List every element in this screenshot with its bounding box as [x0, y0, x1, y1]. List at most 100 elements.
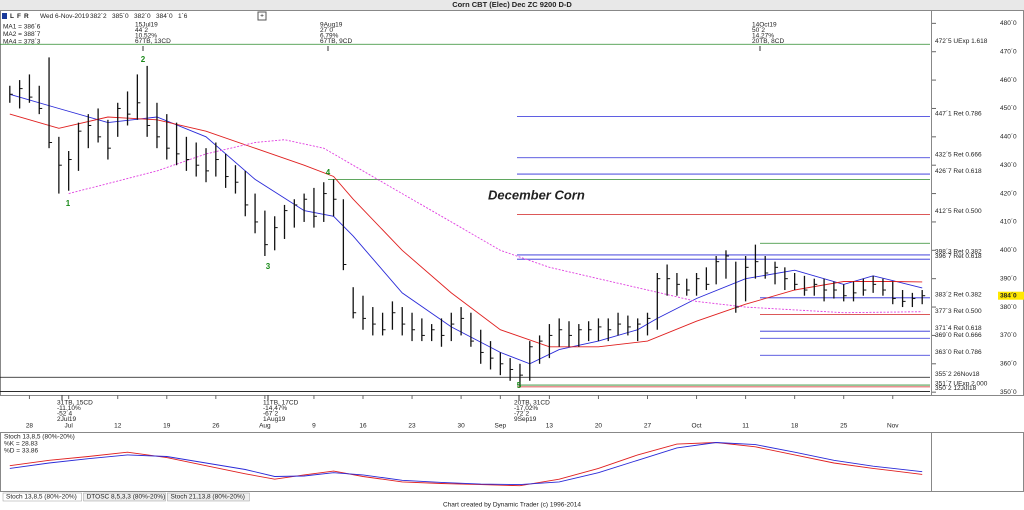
pivot-annotation: 11TB, 17CD	[263, 400, 299, 407]
pivot-annotation: 1Aug19	[263, 416, 286, 423]
pivot-annotation: -14.47%	[263, 405, 287, 412]
x-tick-label: 23	[408, 423, 416, 430]
level-label: 398´3 Ret 0.382	[935, 249, 982, 256]
y-tick-label: 350´0	[1000, 389, 1017, 396]
level-label: 383´2 Ret 0.382	[935, 292, 982, 299]
x-tick-label: 11	[742, 423, 749, 430]
x-tick-label: 25	[840, 423, 848, 430]
pivot-annotation: 6.79%	[320, 33, 339, 40]
header-low: 382´0	[134, 13, 151, 20]
wave-label: 1	[66, 199, 71, 208]
level-label: 472´5 UExp 1.618	[935, 38, 988, 45]
level-label: 363´0 Ret 0.786	[935, 349, 982, 356]
price-box	[998, 291, 1024, 300]
chart-title: Corn CBT (Elec) Dec ZC 9200 D-D	[452, 0, 572, 9]
price-axis	[931, 10, 1024, 396]
pivot-annotation: 20TB, 31CD	[514, 400, 550, 407]
chart-subtitle: December Corn	[488, 187, 585, 202]
x-tick-label: Oct	[691, 423, 701, 430]
level-label: 369´0 Ret 0.666	[935, 332, 982, 339]
x-tick-label: Aug	[259, 423, 271, 430]
stoch-title: Stoch 13,8,5 (80%-20%)	[4, 434, 75, 441]
y-tick-label: 450´0	[1000, 105, 1017, 112]
x-tick-label: Nov	[887, 423, 899, 430]
pivot-annotation: 14Oct19	[752, 22, 777, 29]
add-button[interactable]	[257, 11, 267, 21]
moving-average	[68, 139, 923, 314]
pivot-annotation: -52´4	[57, 411, 73, 418]
panel-tab-label[interactable]: DTOSC 8,5,3,3 (80%-20%)	[87, 494, 166, 501]
x-tick-label: 30	[457, 423, 465, 430]
y-tick-label: 470´0	[1000, 48, 1017, 55]
level-label: 432´5 Ret 0.666	[935, 151, 982, 158]
pivot-annotation: 10.52%	[135, 33, 157, 40]
y-tick-label: 430´0	[1000, 162, 1017, 169]
toolbar-button[interactable]: F	[17, 13, 21, 20]
toolbar-button[interactable]: L	[10, 13, 14, 20]
price-panel	[0, 10, 932, 396]
stoch-axis	[931, 432, 1024, 492]
wave-label: 3	[266, 262, 271, 271]
x-tick-label: 20	[595, 423, 603, 430]
wave-label: 4	[326, 168, 331, 177]
add-icon[interactable]: +	[260, 13, 264, 20]
moving-average	[9, 113, 923, 348]
moving-average	[9, 93, 923, 365]
pivot-annotation: 14.27%	[752, 33, 774, 40]
pivot-annotation: 9Aug19	[320, 22, 343, 29]
legend-entry: MA1 = 386´6	[3, 24, 41, 31]
header-change: 1´6	[178, 13, 188, 20]
x-tick-label: 28	[26, 423, 34, 430]
y-tick-label: 360´0	[1000, 361, 1017, 368]
title-bar	[0, 0, 1024, 10]
stoch-panel	[0, 432, 932, 492]
x-tick-label: 19	[163, 423, 171, 430]
menu-icon[interactable]	[2, 13, 7, 19]
y-tick-label: 380´0	[1000, 304, 1017, 311]
pivot-annotation: 9Sep19	[514, 416, 537, 423]
header-open: 382´2	[90, 13, 107, 20]
pivot-annotation: 20TB, 8CD	[752, 38, 784, 45]
pivot-annotation: 31TB, 15CD	[57, 400, 93, 407]
pivot-annotation: 15Jul19	[135, 22, 158, 29]
y-tick-label: 460´0	[1000, 77, 1017, 84]
pivot-annotation: -67´2	[263, 411, 279, 418]
y-tick-label: 440´0	[1000, 134, 1017, 141]
pivot-annotation: -17.02%	[514, 405, 538, 412]
footer: Chart created by Dynamic Trader (c) 1996…	[443, 502, 581, 509]
panel-tab[interactable]	[167, 492, 250, 502]
header-close: 384´0	[156, 13, 173, 20]
pivot-annotation: 67TB, 9CD	[320, 38, 352, 45]
y-tick-label: 420´0	[1000, 190, 1017, 197]
stoch-line	[9, 442, 923, 486]
level-label: 355´2 26Nov18	[935, 371, 980, 378]
x-tick-label: 26	[212, 423, 220, 430]
panel-tab-label[interactable]: Stoch 13,8,5 (80%-20%)	[6, 494, 77, 501]
panel-tab-label[interactable]: Stoch 21,13,8 (80%-20%)	[171, 494, 245, 501]
wave-label: 5	[517, 381, 522, 390]
level-label: 426´7 Ret 0.618	[935, 168, 982, 175]
x-tick-label: Jul	[65, 423, 74, 430]
header-date: Wed 6-Nov-2019	[40, 13, 89, 20]
x-tick-label: 16	[359, 423, 367, 430]
pivot-annotation: 44´2	[135, 27, 148, 34]
level-label: 412´5 Ret 0.500	[935, 208, 982, 215]
level-label: 396´7 Ret 0.618	[935, 253, 982, 260]
y-tick-label: 390´0	[1000, 275, 1017, 282]
y-tick-label: 400´0	[1000, 247, 1017, 254]
stoch-legend: %K = 28.83	[4, 441, 38, 448]
x-tick-label: 27	[644, 423, 652, 430]
panel-tab[interactable]	[83, 492, 166, 502]
price-box-label: 384´0	[1000, 292, 1017, 299]
toolbar-button[interactable]: R	[24, 13, 29, 20]
level-label: 371´4 Ret 0.618	[935, 325, 982, 332]
level-label: 351´7 UExp 2.000	[935, 381, 988, 388]
x-tick-label: Sep	[495, 423, 507, 430]
y-tick-label: 370´0	[1000, 332, 1017, 339]
panel-tab[interactable]	[2, 492, 82, 502]
header-high: 385´0	[112, 13, 129, 20]
x-tick-label: 18	[791, 423, 799, 430]
pivot-annotation: 67TB, 13CD	[135, 38, 171, 45]
level-label: 377´3 Ret 0.500	[935, 308, 982, 315]
